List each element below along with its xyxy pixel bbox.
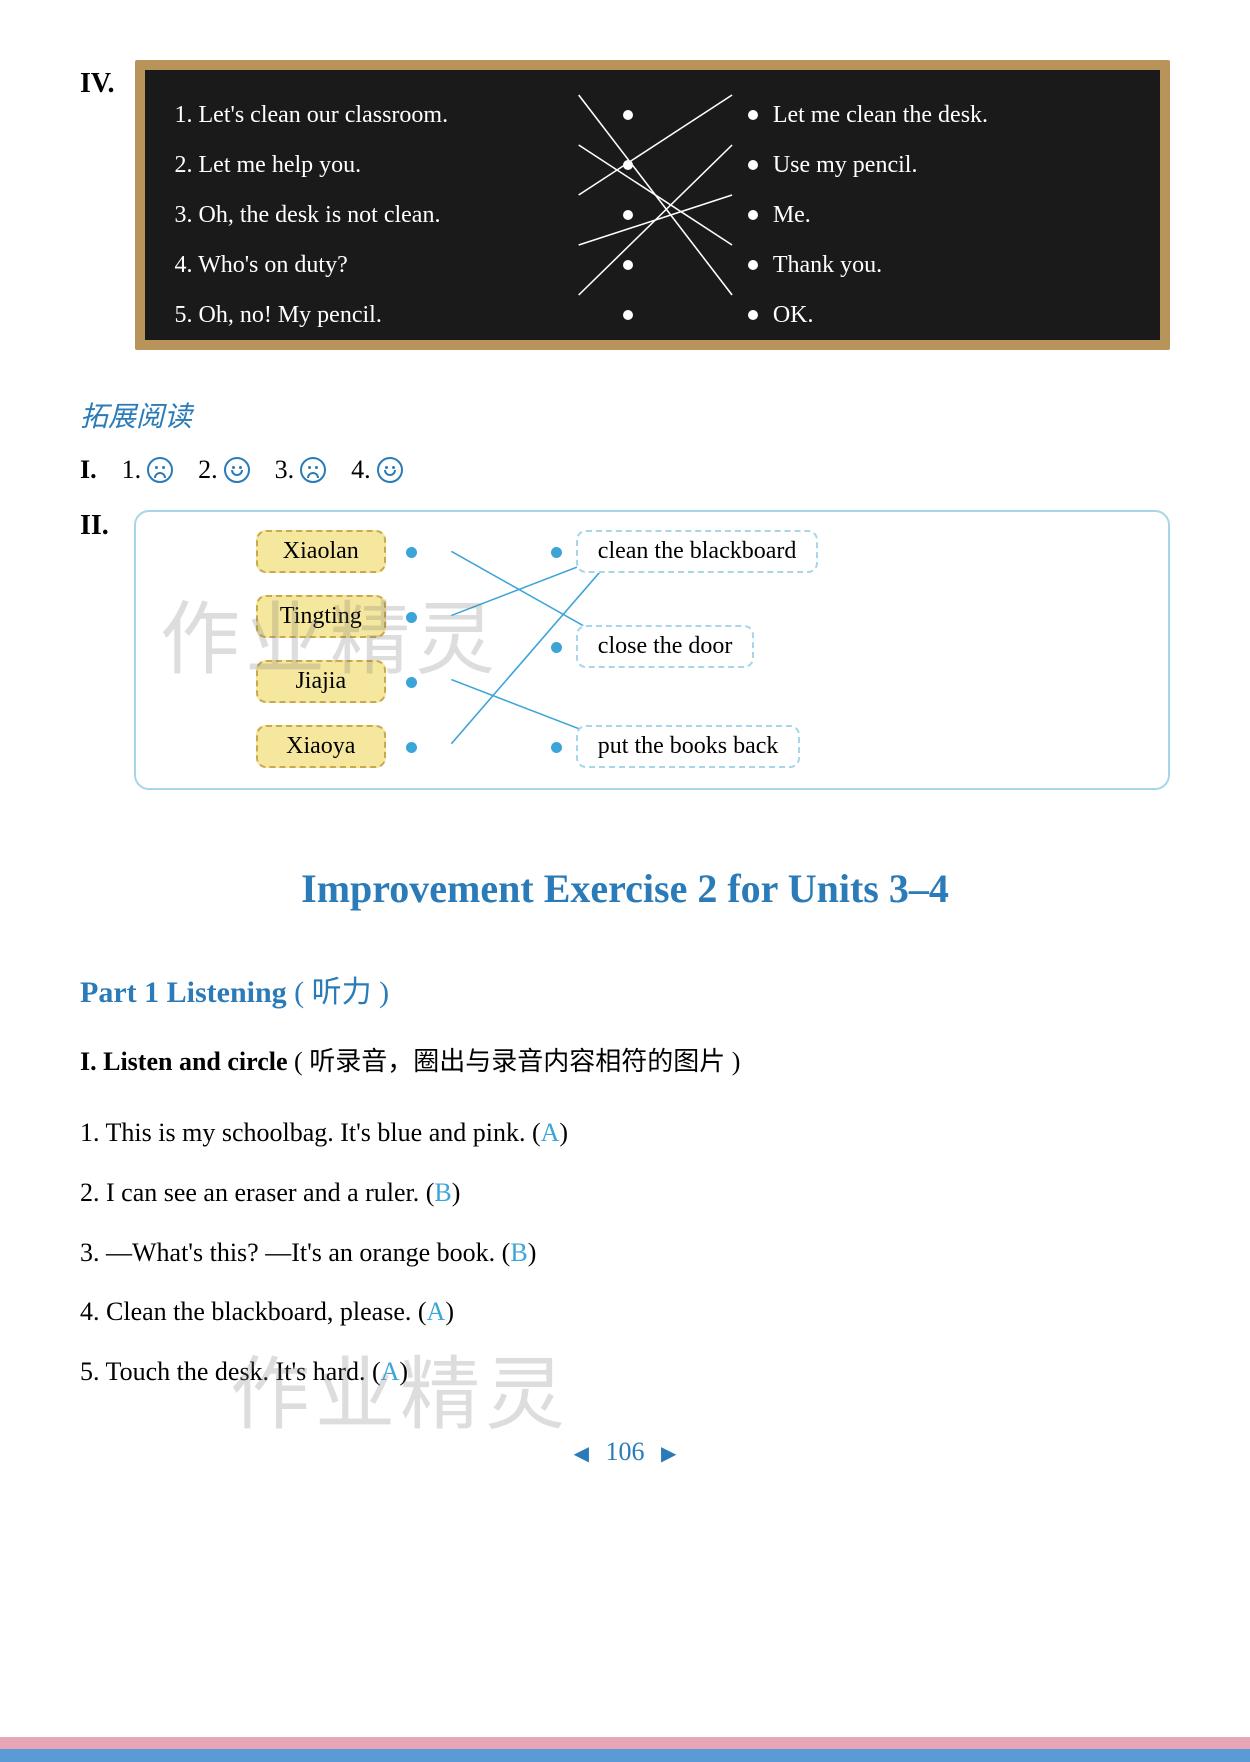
listening-item: 2. I can see an eraser and a ruler. (B): [80, 1163, 1170, 1223]
blackboard-left-text: 2. Let me help you.: [175, 152, 614, 179]
sad-face-icon: [300, 457, 326, 483]
face-item: 1.: [122, 455, 174, 485]
listening-item: 5. Touch the desk. It's hard. (A): [80, 1342, 1170, 1402]
answer-letter: B: [434, 1178, 451, 1207]
item-text: 1. This is my schoolbag. It's blue and p…: [80, 1118, 541, 1147]
action-box: put the books back: [576, 725, 801, 768]
footer-color-bar: [0, 1737, 1250, 1762]
dot-icon: [406, 612, 417, 623]
face-number: 2.: [198, 455, 218, 485]
name-box: Xiaolan: [256, 530, 386, 573]
part1-instruction: I. Listen and circle ( 听录音，圈出与录音内容相符的图片 …: [80, 1041, 1170, 1078]
listening-item: 4. Clean the blackboard, please. (A): [80, 1282, 1170, 1342]
dot-icon: [748, 110, 758, 120]
main-title: Improvement Exercise 2 for Units 3–4: [80, 865, 1170, 912]
section-ii: II. Xiaolan Tingting Jiajia Xiaoya clean the…: [80, 510, 1170, 790]
item-close: ): [559, 1118, 568, 1147]
dot-icon: [623, 310, 633, 320]
reading-section: 拓展阅读 I. 1. 2. 3. 4. II. Xiaolan Tingting J…: [80, 395, 1170, 790]
blackboard-row: 2. Let me help you. Use my pencil.: [175, 140, 1130, 190]
blackboard-row: 1. Let's clean our classroom. Let me cle…: [175, 90, 1130, 140]
blackboard-row: 3. Oh, the desk is not clean. Me.: [175, 190, 1130, 240]
section-iv: IV. 1. Let's clean our classroom. Let me…: [80, 60, 1170, 350]
face-number: 1.: [122, 455, 142, 485]
item-close: ): [399, 1357, 408, 1386]
sad-face-icon: [147, 457, 173, 483]
item-text: 3. —What's this? —It's an orange book. (: [80, 1238, 510, 1267]
blackboard-right-text: Let me clean the desk.: [773, 102, 988, 129]
dot-icon: [551, 742, 562, 753]
part1-title-cn: ( 听力 ): [287, 976, 389, 1009]
reading-title: 拓展阅读: [80, 395, 1170, 435]
listening-item: 1. This is my schoolbag. It's blue and p…: [80, 1103, 1170, 1163]
answer-letter: A: [381, 1357, 400, 1386]
face-item: 3.: [275, 455, 327, 485]
blackboard-left-text: 1. Let's clean our classroom.: [175, 102, 614, 129]
part1-title: Part 1 Listening ( 听力 ): [80, 967, 1170, 1011]
answer-letter: A: [427, 1297, 446, 1326]
triangle-right-icon: ▶: [661, 1441, 676, 1466]
face-number: 4.: [351, 455, 371, 485]
item-close: ): [528, 1238, 537, 1267]
dot-icon: [623, 260, 633, 270]
blackboard-left-text: 4. Who's on duty?: [175, 252, 614, 279]
section-ii-label: II.: [80, 510, 109, 542]
dot-icon: [551, 547, 562, 558]
section-i-label: I.: [80, 455, 97, 485]
blackboard-right-text: Me.: [773, 202, 811, 229]
blackboard-right-text: OK.: [773, 302, 814, 329]
blackboard-row: 5. Oh, no! My pencil. OK.: [175, 290, 1130, 340]
part1-instruction-en: I. Listen and circle: [80, 1047, 288, 1076]
listening-items: 1. This is my schoolbag. It's blue and p…: [80, 1103, 1170, 1402]
dot-icon: [623, 110, 633, 120]
item-close: ): [445, 1297, 454, 1326]
dot-icon: [748, 310, 758, 320]
blackboard-left-text: 5. Oh, no! My pencil.: [175, 302, 614, 329]
answer-letter: A: [541, 1118, 560, 1147]
part1-title-en: Part 1 Listening: [80, 976, 287, 1009]
action-box: clean the blackboard: [576, 530, 819, 573]
blackboard-row: 4. Who's on duty? Thank you.: [175, 240, 1130, 290]
listening-item: 3. —What's this? —It's an orange book. (…: [80, 1223, 1170, 1283]
dot-icon: [406, 742, 417, 753]
dot-icon: [748, 260, 758, 270]
name-box: Jiajia: [256, 660, 386, 703]
dot-icon: [748, 210, 758, 220]
blackboard: 1. Let's clean our classroom. Let me cle…: [135, 60, 1170, 350]
item-text: 2. I can see an eraser and a ruler. (: [80, 1178, 434, 1207]
section-iv-label: IV.: [80, 68, 115, 100]
blackboard-right-text: Use my pencil.: [773, 152, 918, 179]
name-box: Xiaoya: [256, 725, 386, 768]
blackboard-left-text: 3. Oh, the desk is not clean.: [175, 202, 614, 229]
page-number-value: 106: [606, 1437, 645, 1466]
happy-face-icon: [377, 457, 403, 483]
item-close: ): [452, 1178, 461, 1207]
blackboard-right-text: Thank you.: [773, 252, 882, 279]
page-number: ◀ 106 ▶: [80, 1437, 1170, 1467]
face-item: 2.: [198, 455, 250, 485]
part1-instruction-cn: ( 听录音，圈出与录音内容相符的图片 ): [288, 1047, 741, 1076]
action-box: close the door: [576, 625, 755, 668]
dot-icon: [406, 677, 417, 688]
face-item: 4.: [351, 455, 403, 485]
happy-face-icon: [224, 457, 250, 483]
item-text: 5. Touch the desk. It's hard. (: [80, 1357, 381, 1386]
faces-row: I. 1. 2. 3. 4.: [80, 455, 1170, 485]
dot-icon: [623, 210, 633, 220]
dot-icon: [406, 547, 417, 558]
item-text: 4. Clean the blackboard, please. (: [80, 1297, 427, 1326]
triangle-left-icon: ◀: [574, 1441, 589, 1466]
face-number: 3.: [275, 455, 295, 485]
answer-letter: B: [510, 1238, 527, 1267]
dot-icon: [551, 642, 562, 653]
matching-diagram: Xiaolan Tingting Jiajia Xiaoya clean the bla…: [134, 510, 1170, 790]
dot-icon: [623, 160, 633, 170]
dot-icon: [748, 160, 758, 170]
name-box: Tingting: [256, 595, 386, 638]
